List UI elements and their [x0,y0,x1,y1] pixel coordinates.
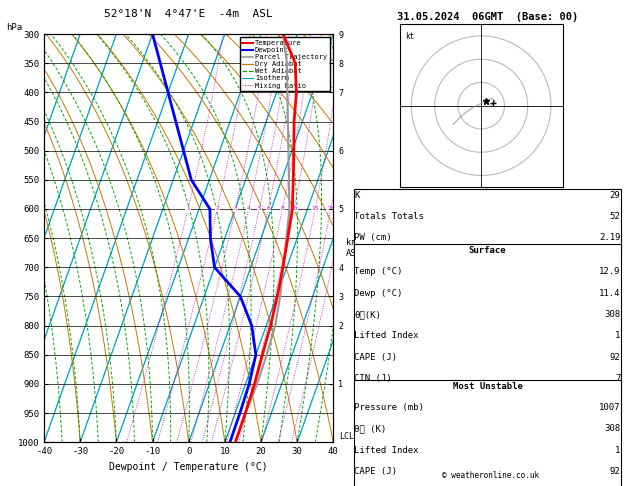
Text: 6: 6 [266,207,270,211]
Text: 2: 2 [215,207,219,211]
Text: 5: 5 [257,207,261,211]
Text: 4: 4 [247,207,250,211]
Text: PW (cm): PW (cm) [355,233,392,243]
Text: 52°18'N  4°47'E  -4m  ASL: 52°18'N 4°47'E -4m ASL [104,9,273,19]
Text: Surface: Surface [469,246,506,255]
Text: Most Unstable: Most Unstable [452,382,523,391]
Text: 11.4: 11.4 [599,289,620,298]
Text: 15: 15 [311,207,319,211]
Text: 1007: 1007 [599,403,620,412]
Bar [355,189,620,255]
Text: 2.19: 2.19 [599,233,620,243]
Text: 1: 1 [615,331,620,341]
Text: 308: 308 [604,424,620,434]
Text: © weatheronline.co.uk: © weatheronline.co.uk [442,471,539,480]
Text: θᴇ(K): θᴇ(K) [355,310,381,319]
Text: CAPE (J): CAPE (J) [355,353,398,362]
Text: 1: 1 [186,207,190,211]
Bar [355,244,620,396]
Text: 7: 7 [615,374,620,383]
Text: CAPE (J): CAPE (J) [355,467,398,476]
Text: 308: 308 [604,310,620,319]
Y-axis label: km
ASL: km ASL [346,238,362,258]
Text: Lifted Index: Lifted Index [355,331,419,341]
Text: 31.05.2024  06GMT  (Base: 00): 31.05.2024 06GMT (Base: 00) [397,12,578,22]
Text: 52: 52 [610,212,620,221]
Text: 10: 10 [290,207,298,211]
Text: CIN (J): CIN (J) [355,374,392,383]
Legend: Temperature, Dewpoint, Parcel Trajectory, Dry Adiabat, Wet Adiabat, Isotherm, Mi: Temperature, Dewpoint, Parcel Trajectory… [240,37,330,91]
X-axis label: Dewpoint / Temperature (°C): Dewpoint / Temperature (°C) [109,462,268,472]
Text: Temp (°C): Temp (°C) [355,267,403,277]
Text: 29: 29 [610,191,620,200]
Text: 1: 1 [615,446,620,455]
Text: 3: 3 [233,207,237,211]
Text: hPa: hPa [6,23,23,32]
Text: Pressure (mb): Pressure (mb) [355,403,425,412]
Text: Totals Totals: Totals Totals [355,212,425,221]
Text: LCL: LCL [339,432,354,441]
Text: kt: kt [404,33,414,41]
Text: 8: 8 [281,207,284,211]
Bar [355,380,620,486]
Text: 92: 92 [610,353,620,362]
Text: 20: 20 [327,207,335,211]
Text: Dewp (°C): Dewp (°C) [355,289,403,298]
Text: Lifted Index: Lifted Index [355,446,419,455]
Text: K: K [355,191,360,200]
Text: 12.9: 12.9 [599,267,620,277]
Text: 92: 92 [610,467,620,476]
Text: θᴇ (K): θᴇ (K) [355,424,387,434]
